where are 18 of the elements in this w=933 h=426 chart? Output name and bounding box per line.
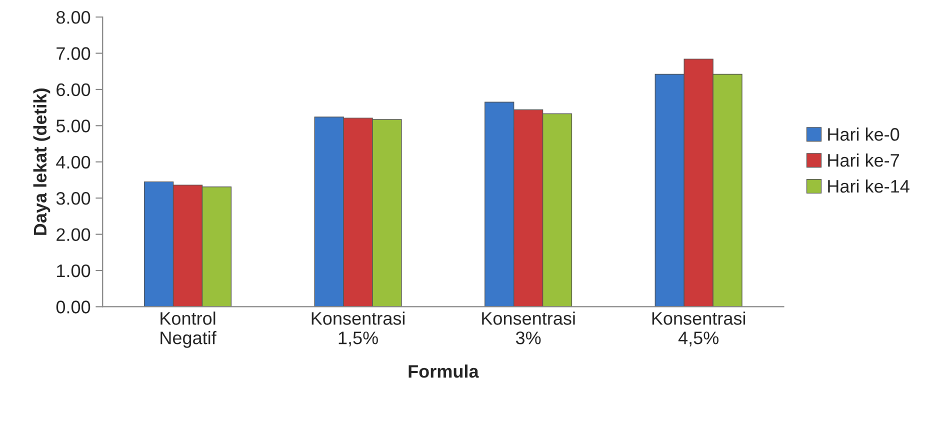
x-tick-label: Konsentrasi 1,5% (312, 312, 404, 346)
x-tick-label: Konsentrasi 4,5% (652, 312, 746, 346)
legend-label: Hari ke-14 (828, 179, 910, 193)
y-tick-label: 7.00 (56, 47, 90, 60)
x-tick-label: Kontrol Negatif (160, 312, 216, 348)
y-tick-label: 4.00 (56, 156, 90, 169)
y-tick-label: 3.00 (56, 192, 90, 205)
y-tick-label: 8.00 (56, 10, 90, 24)
y-tick-label: 2.00 (56, 228, 90, 242)
y-tick-label: 5.00 (56, 120, 90, 132)
legend-label: Hari ke-0 (828, 128, 900, 141)
x-tick-label: Konsentrasi 3% (482, 312, 575, 344)
legend-label: Hari ke-7 (828, 154, 899, 167)
y-axis-title: Daya lekat (detik) (33, 88, 50, 235)
y-tick-label: 0.00 (56, 300, 90, 314)
x-axis-title: Formula (408, 364, 479, 378)
y-tick-label: 6.00 (56, 83, 90, 96)
y-tick-label: 1.00 (57, 264, 90, 278)
